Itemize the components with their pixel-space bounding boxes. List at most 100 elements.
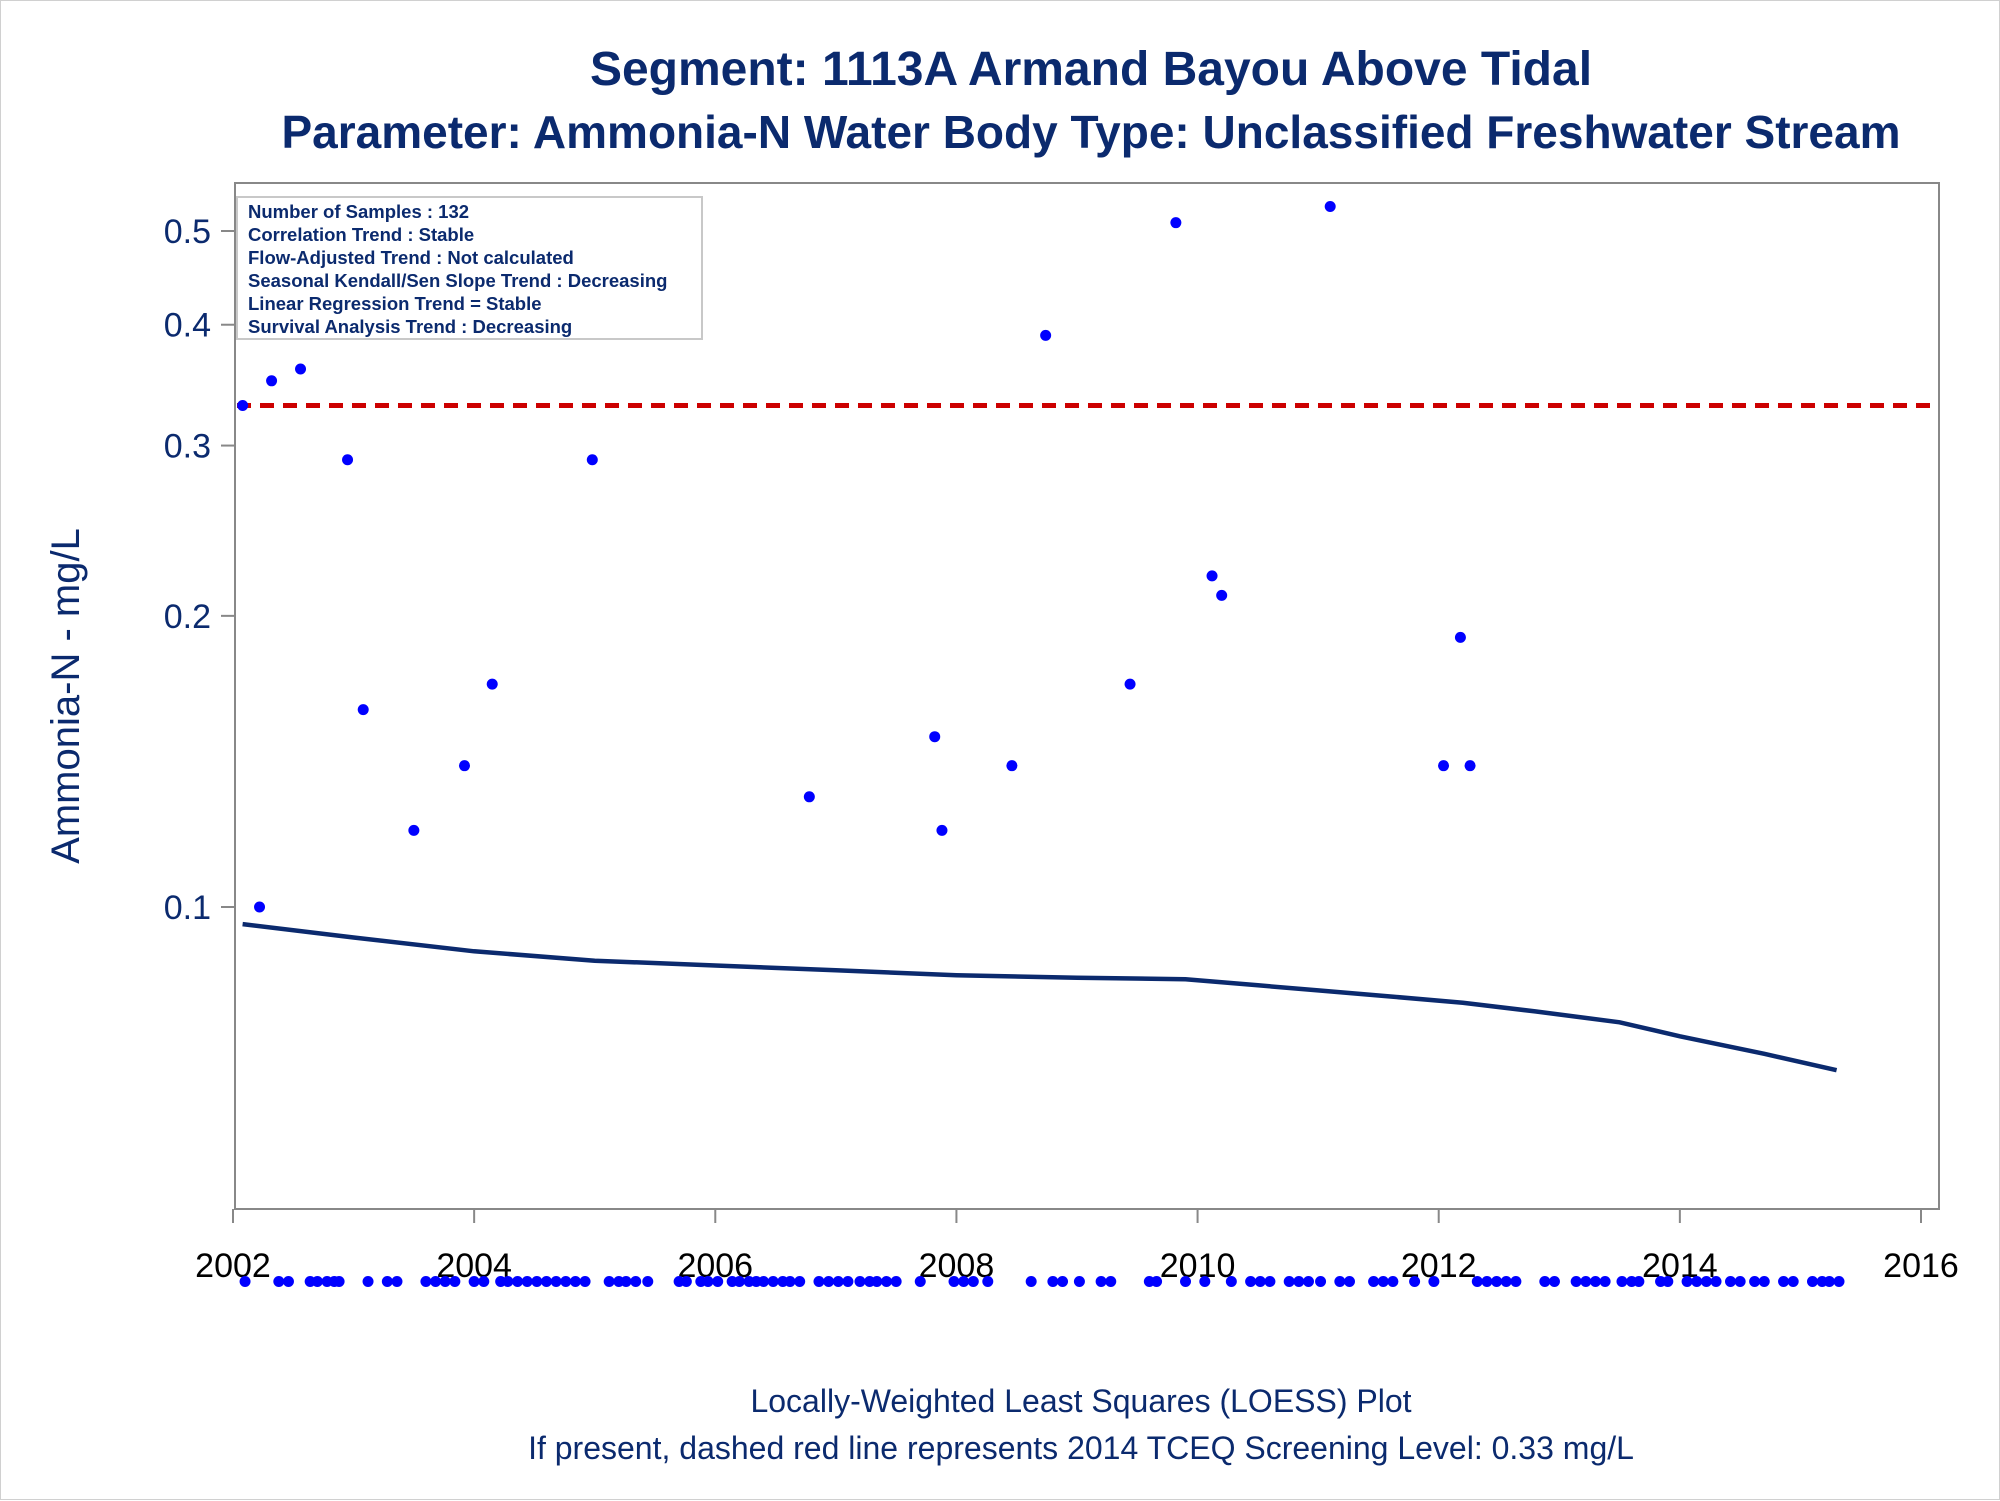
nondetect-point	[1539, 1275, 1551, 1287]
nondetect-point	[712, 1275, 724, 1287]
nondetect-point	[478, 1275, 490, 1287]
stat-linear-regression-trend: Linear Regression Trend = Stable	[248, 293, 542, 314]
nondetect-point	[1580, 1275, 1592, 1287]
nondetect-point	[630, 1275, 642, 1287]
nondetect-point	[1749, 1275, 1761, 1287]
y-axis: 0.1 0.2 0.3 0.4 0.5	[164, 213, 235, 927]
chart-subtitle: Parameter: Ammonia-N Water Body Type: Un…	[282, 106, 1901, 158]
stat-sample-count: Number of Samples : 132	[248, 201, 469, 222]
nondetect-point	[1758, 1275, 1770, 1287]
stat-survival-analysis-trend: Survival Analysis Trend : Decreasing	[248, 316, 572, 337]
nondetect-point	[880, 1275, 892, 1287]
nondetect-point	[680, 1275, 692, 1287]
data-point	[342, 454, 354, 466]
nondetect-point	[430, 1275, 442, 1287]
nondetect-point	[333, 1275, 345, 1287]
data-point	[1006, 760, 1018, 772]
nondetect-point	[439, 1275, 451, 1287]
nondetect-point	[1105, 1275, 1117, 1287]
data-point	[1438, 760, 1450, 772]
nondetect-point	[311, 1275, 323, 1287]
nondetect-point	[540, 1275, 552, 1287]
nondetect-point	[1334, 1275, 1346, 1287]
nondetect-point	[642, 1275, 654, 1287]
nondetect-point	[362, 1275, 374, 1287]
data-point	[266, 375, 278, 387]
nondetect-point	[1806, 1275, 1818, 1287]
nondetect-point	[1724, 1275, 1736, 1287]
nondetect-point	[813, 1275, 825, 1287]
nondetect-point	[1787, 1275, 1799, 1287]
data-point	[458, 760, 470, 772]
nondetect-point	[1570, 1275, 1582, 1287]
data-point	[1454, 631, 1466, 643]
nondetect-point	[832, 1275, 844, 1287]
nondetect-point	[1225, 1275, 1237, 1287]
nondetect-point	[1633, 1275, 1645, 1287]
nondetect-point	[733, 1275, 745, 1287]
nondetect-point	[603, 1275, 615, 1287]
nondetect-point	[1428, 1275, 1440, 1287]
nondetect-point	[1548, 1275, 1560, 1287]
nondetect-point	[982, 1275, 994, 1287]
data-point	[929, 731, 941, 743]
nondetect-point	[1073, 1275, 1085, 1287]
data-point	[237, 400, 249, 412]
nondetect-point	[521, 1275, 533, 1287]
nondetect-point	[502, 1275, 514, 1287]
nondetect-point	[1264, 1275, 1276, 1287]
nondetect-point	[1245, 1275, 1257, 1287]
data-point	[936, 824, 948, 836]
data-point	[486, 678, 498, 690]
nondetect-point	[1057, 1275, 1069, 1287]
data-point	[586, 454, 598, 466]
x-axis: 2002 2004 2006 2008 2010 2012 2014 2016	[195, 1209, 1959, 1285]
nondetect-point	[1025, 1275, 1037, 1287]
nondetect-point	[620, 1275, 632, 1287]
data-point	[1464, 760, 1476, 772]
nondetect-point	[1481, 1275, 1493, 1287]
nondetect-point	[1387, 1275, 1399, 1287]
nondetect-point	[1315, 1275, 1327, 1287]
nondetect-point	[794, 1275, 806, 1287]
nondetect-point	[1599, 1275, 1611, 1287]
nondetect-point	[1377, 1275, 1389, 1287]
data-point	[803, 791, 815, 803]
x-tick-label: 2016	[1883, 1247, 1959, 1285]
nondetect-point	[1823, 1275, 1835, 1287]
nondetect-point	[1293, 1275, 1305, 1287]
loess-line	[242, 921, 1838, 1073]
nondetect-point	[1180, 1275, 1192, 1287]
footnote-screening: If present, dashed red line represents 2…	[528, 1430, 1634, 1466]
nondetect-point	[784, 1275, 796, 1287]
data-point	[1324, 201, 1336, 213]
y-tick-label: 0.2	[164, 598, 211, 636]
nondetect-point	[914, 1275, 926, 1287]
nondetect-point	[579, 1275, 591, 1287]
stats-box: Number of Samples : 132 Correlation Tren…	[236, 196, 703, 340]
stat-seasonal-kendall-trend: Seasonal Kendall/Sen Slope Trend : Decre…	[248, 270, 667, 291]
nondetect-point	[1778, 1275, 1790, 1287]
stat-flow-adjusted-trend: Flow-Adjusted Trend : Not calculated	[248, 247, 574, 268]
data-point	[254, 901, 266, 913]
nondetect-point	[1368, 1275, 1380, 1287]
nondetect-point	[449, 1275, 461, 1287]
nondetect-point	[1047, 1275, 1059, 1287]
nondetect-point	[273, 1275, 285, 1287]
nondetect-point	[890, 1275, 902, 1287]
nondetect-point	[702, 1275, 714, 1287]
data-point	[1216, 589, 1228, 601]
nondetect-point	[1681, 1275, 1693, 1287]
data-point	[295, 363, 307, 375]
y-tick-label: 0.3	[164, 428, 211, 466]
data-point	[1040, 329, 1052, 341]
nondetect-point	[1491, 1275, 1503, 1287]
nondetect-point	[1833, 1275, 1845, 1287]
sample-points	[237, 201, 1845, 1287]
nondetect-point	[958, 1275, 970, 1287]
nondetect-point	[823, 1275, 835, 1287]
nondetect-point	[758, 1275, 770, 1287]
nondetect-point	[1616, 1275, 1628, 1287]
